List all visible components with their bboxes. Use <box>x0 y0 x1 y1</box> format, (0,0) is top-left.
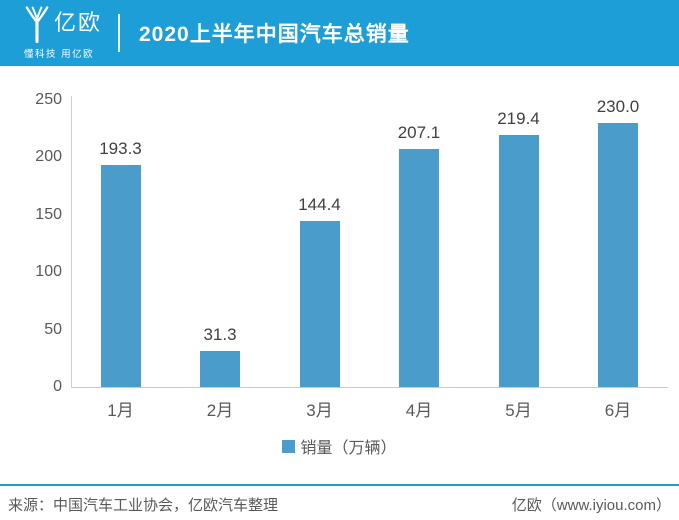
eo-logo: 亿欧 懂科技 用亿欧 <box>0 6 118 60</box>
source-note: 来源：中国汽车工业协会，亿欧汽车整理 <box>8 497 279 514</box>
site-credit: 亿欧（www.iyiou.com） <box>511 497 671 514</box>
x-tick-label: 5月 <box>505 401 532 420</box>
bar-1月 <box>100 165 141 387</box>
y-tick-label: 150 <box>35 205 62 223</box>
chart-title: 2020上半年中国汽车总销量 <box>139 23 410 46</box>
legend-swatch <box>282 439 296 453</box>
x-tick-label: 1月 <box>107 401 134 420</box>
y-tick-label: 50 <box>44 320 62 338</box>
x-axis-line <box>71 387 668 388</box>
header-banner: 亿欧 懂科技 用亿欧 2020上半年中国汽车总销量 <box>0 0 679 66</box>
bar-value-label: 230.0 <box>596 97 640 116</box>
bar-value-label: 193.3 <box>99 139 142 158</box>
header-divider <box>118 14 120 52</box>
x-tick-label: 3月 <box>306 401 333 420</box>
x-tick-label: 2月 <box>206 401 234 420</box>
bar-6月 <box>598 123 638 387</box>
bar-3月 <box>299 221 340 387</box>
chart-legend: 销量（万辆） <box>0 434 679 458</box>
footer-rule <box>0 484 679 486</box>
bar-value-label: 31.3 <box>203 325 237 344</box>
bar-value-label: 207.1 <box>397 123 441 142</box>
eo-logo-tagline: 懂科技 用亿欧 <box>24 49 95 60</box>
eo-logo-y-icon <box>25 6 49 43</box>
bar-value-label: 144.4 <box>298 195 341 214</box>
y-tick-label: 100 <box>35 263 62 281</box>
x-tick-label: 6月 <box>604 401 632 420</box>
sales-bar-chart: 销量（万辆） 0 50 100 150 200 250 193.3 1月 31.3 2月 144.4… <box>0 66 679 484</box>
y-tick-label: 200 <box>35 148 62 166</box>
eo-logo-text: 亿欧 <box>54 10 103 35</box>
bar-value-label: 219.4 <box>497 109 540 128</box>
x-tick-label: 4月 <box>405 401 433 420</box>
eo-logo-row: 亿欧 <box>24 6 118 44</box>
bar-5月 <box>498 135 539 387</box>
y-tick-label: 250 <box>35 91 62 108</box>
y-tick-label: 0 <box>53 378 62 395</box>
bar-2月 <box>200 351 240 387</box>
bar-4月 <box>399 149 439 387</box>
footer: 来源：中国汽车工业协会，亿欧汽车整理 亿欧（www.iyiou.com） <box>0 494 679 515</box>
legend-label: 销量（万辆） <box>300 440 397 457</box>
y-axis-line <box>71 96 72 387</box>
